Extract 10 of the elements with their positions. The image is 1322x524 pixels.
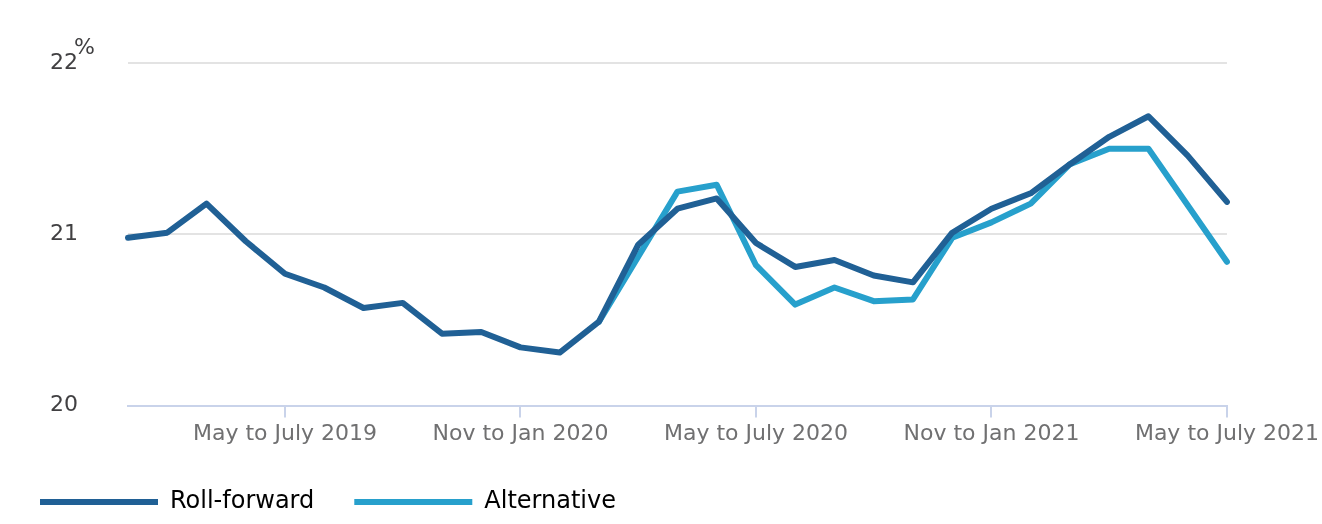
- x-tick-label: May to July 2019: [192, 419, 378, 445]
- x-tick-label: Nov to Jan 2020: [432, 419, 609, 445]
- legend-label: Alternative: [484, 486, 616, 515]
- y-tick-label: 22: [49, 48, 78, 74]
- x-tick-label: Nov to Jan 2021: [903, 419, 1080, 445]
- x-tick-label: May to July 2020: [663, 419, 849, 445]
- y-tick-label: 21: [49, 220, 78, 246]
- x-tick-label: May to July 2021: [1134, 419, 1319, 445]
- legend-label: Roll-forward: [170, 486, 315, 515]
- y-tick-label: 20: [49, 391, 78, 417]
